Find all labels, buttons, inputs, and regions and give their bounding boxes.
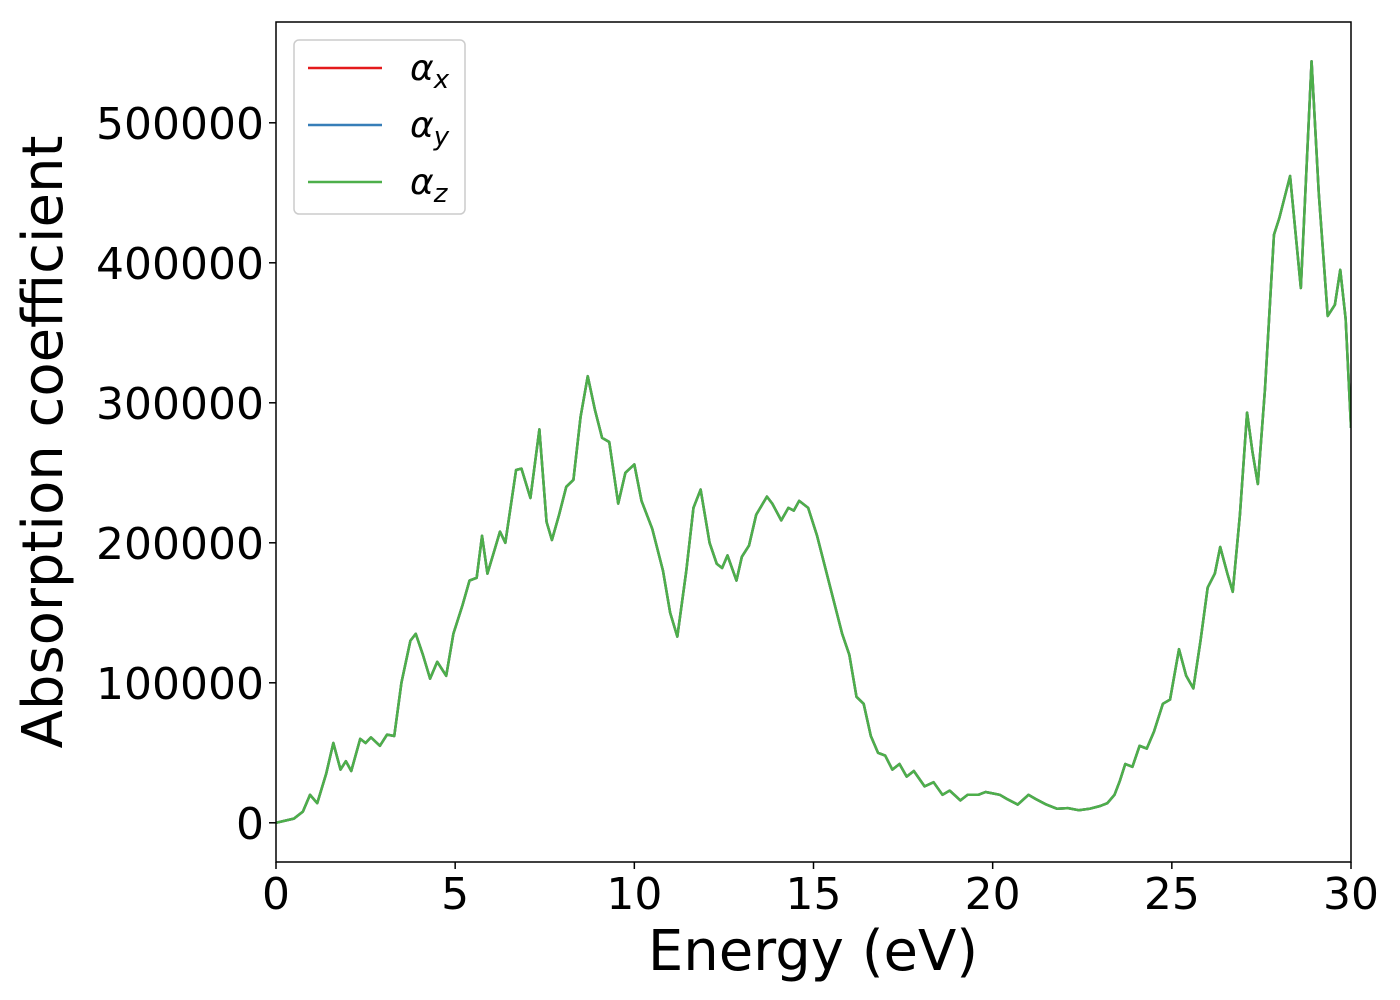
y-tick-label: 0 bbox=[236, 799, 264, 850]
y-tick-label: 100000 bbox=[96, 659, 264, 710]
y-tick-label: 400000 bbox=[96, 239, 264, 290]
x-tick-label: 20 bbox=[965, 869, 1021, 920]
x-tick-label: 5 bbox=[441, 869, 469, 920]
y-tick-label: 500000 bbox=[96, 99, 264, 150]
x-tick-label: 15 bbox=[786, 869, 842, 920]
y-axis-label: Absorption coefficient bbox=[11, 136, 76, 749]
x-axis-label: Energy (eV) bbox=[648, 919, 978, 984]
x-tick-label: 30 bbox=[1323, 869, 1379, 920]
data-line bbox=[276, 59, 1351, 825]
y-tick-label: 200000 bbox=[96, 519, 264, 570]
plot-frame bbox=[275, 21, 1352, 863]
legend-box bbox=[293, 39, 466, 215]
x-tick-label: 10 bbox=[606, 869, 662, 920]
x-tick-label: 25 bbox=[1144, 869, 1200, 920]
x-tick-label: 0 bbox=[262, 869, 290, 920]
y-tick-label: 300000 bbox=[96, 379, 264, 430]
